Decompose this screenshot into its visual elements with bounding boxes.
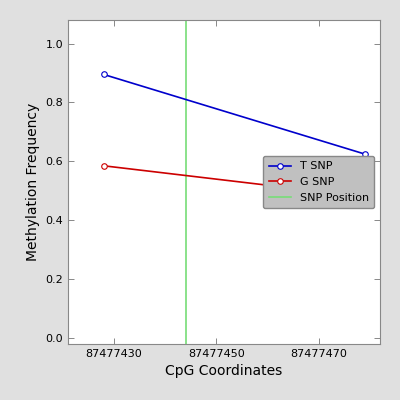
- Y-axis label: Methylation Frequency: Methylation Frequency: [26, 103, 40, 261]
- Legend: T SNP, G SNP, SNP Position: T SNP, G SNP, SNP Position: [263, 156, 374, 208]
- X-axis label: CpG Coordinates: CpG Coordinates: [165, 364, 283, 378]
